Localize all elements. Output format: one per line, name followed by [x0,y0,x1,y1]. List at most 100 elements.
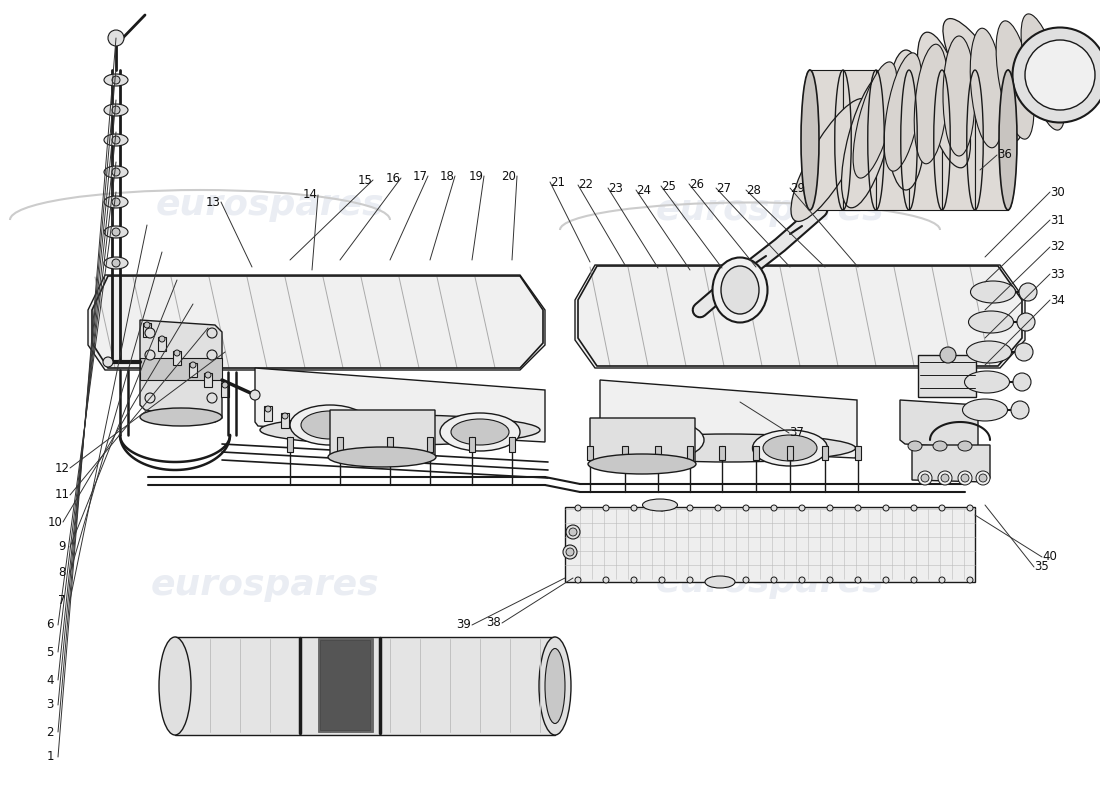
Bar [318,638,373,732]
Circle shape [144,322,150,328]
Circle shape [918,471,932,485]
Polygon shape [843,70,876,210]
Ellipse shape [965,371,1010,393]
Ellipse shape [943,36,975,156]
Ellipse shape [908,441,922,451]
Text: 1: 1 [46,750,54,763]
Text: 35: 35 [1035,561,1049,574]
Text: 6: 6 [46,618,54,631]
Bar [822,446,828,460]
Text: 28: 28 [747,183,761,197]
Circle shape [855,577,861,583]
Ellipse shape [933,441,947,451]
Ellipse shape [626,421,704,459]
Bar [173,351,182,365]
Circle shape [566,525,580,539]
Text: 31: 31 [1050,214,1066,226]
Ellipse shape [544,649,565,723]
Bar [387,437,393,452]
Ellipse shape [854,62,896,178]
Ellipse shape [968,311,1013,333]
Circle shape [921,474,929,482]
Circle shape [938,471,952,485]
Ellipse shape [943,18,1021,142]
Bar [189,363,197,377]
Circle shape [883,505,889,511]
Text: 37: 37 [790,426,804,439]
Circle shape [250,390,260,400]
Text: 20: 20 [502,170,516,182]
Ellipse shape [705,576,735,588]
Circle shape [827,505,833,511]
Circle shape [827,577,833,583]
Text: 7: 7 [58,594,66,606]
Ellipse shape [104,196,128,208]
Ellipse shape [104,74,128,86]
Circle shape [112,259,120,267]
Text: 3: 3 [46,698,54,711]
Ellipse shape [713,258,768,322]
Circle shape [174,350,180,356]
Circle shape [799,577,805,583]
Text: 22: 22 [579,178,594,191]
Ellipse shape [301,411,359,439]
Ellipse shape [970,28,1004,148]
Polygon shape [975,70,1008,210]
Ellipse shape [160,637,191,735]
Polygon shape [909,70,942,210]
Polygon shape [942,70,975,210]
Circle shape [715,505,720,511]
Text: 34: 34 [1050,294,1066,306]
Ellipse shape [999,70,1018,210]
Circle shape [160,336,165,342]
Circle shape [940,347,956,363]
Ellipse shape [752,430,827,466]
Circle shape [145,350,155,360]
Bar [427,437,433,452]
Ellipse shape [140,408,222,426]
Bar [621,446,628,460]
Text: 21: 21 [550,175,565,189]
Circle shape [282,413,288,419]
Circle shape [631,577,637,583]
Bar [158,337,166,351]
Text: 23: 23 [608,182,624,194]
Ellipse shape [290,405,370,445]
Text: 27: 27 [716,182,732,194]
Circle shape [911,505,917,511]
Text: 9: 9 [58,541,66,554]
Text: 32: 32 [1050,241,1066,254]
Polygon shape [88,275,544,370]
Ellipse shape [1018,313,1035,331]
Polygon shape [255,368,544,442]
Circle shape [967,577,974,583]
Text: eurospares: eurospares [156,188,384,222]
Bar [204,373,212,387]
Text: 25: 25 [661,179,676,193]
Text: 29: 29 [791,182,805,194]
Text: 18: 18 [440,170,454,182]
Circle shape [688,505,693,511]
Circle shape [911,577,917,583]
Ellipse shape [588,454,696,474]
Circle shape [112,198,120,206]
Ellipse shape [884,53,922,171]
Text: 26: 26 [690,178,704,190]
Circle shape [979,474,987,482]
Ellipse shape [763,435,817,461]
Text: 8: 8 [58,566,66,579]
Ellipse shape [104,226,128,238]
Ellipse shape [958,441,972,451]
Circle shape [939,505,945,511]
Polygon shape [600,380,857,458]
Polygon shape [140,320,222,422]
Ellipse shape [917,32,970,168]
Circle shape [145,393,155,403]
Circle shape [958,471,972,485]
Ellipse shape [997,21,1034,139]
Circle shape [112,106,120,114]
Ellipse shape [962,399,1008,421]
Text: eurospares: eurospares [656,193,884,227]
Ellipse shape [886,50,926,190]
Text: 10: 10 [47,515,63,529]
